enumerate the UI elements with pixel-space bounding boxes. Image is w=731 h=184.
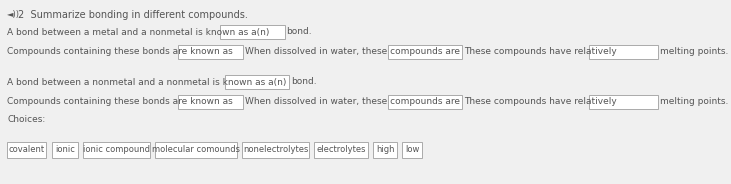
FancyBboxPatch shape xyxy=(178,95,243,109)
Text: When dissolved in water, these compounds are: When dissolved in water, these compounds… xyxy=(245,47,460,56)
Text: ionic: ionic xyxy=(55,146,75,155)
FancyBboxPatch shape xyxy=(220,25,285,39)
Text: nonelectrolytes: nonelectrolytes xyxy=(243,146,308,155)
FancyBboxPatch shape xyxy=(155,142,237,158)
Text: high: high xyxy=(376,146,394,155)
FancyBboxPatch shape xyxy=(178,45,243,59)
FancyBboxPatch shape xyxy=(589,45,658,59)
FancyBboxPatch shape xyxy=(224,75,289,89)
Text: A bond between a nonmetal and a nonmetal is known as a(n): A bond between a nonmetal and a nonmetal… xyxy=(7,77,287,86)
Text: melting points.: melting points. xyxy=(660,98,729,107)
Text: These compounds have relatively: These compounds have relatively xyxy=(464,47,617,56)
Text: A bond between a metal and a nonmetal is known as a(n): A bond between a metal and a nonmetal is… xyxy=(7,27,270,36)
FancyBboxPatch shape xyxy=(374,142,397,158)
Text: 2  Summarize bonding in different compounds.: 2 Summarize bonding in different compoun… xyxy=(18,10,249,20)
Text: bond.: bond. xyxy=(287,27,312,36)
FancyBboxPatch shape xyxy=(388,45,462,59)
FancyBboxPatch shape xyxy=(402,142,423,158)
Text: melting points.: melting points. xyxy=(660,47,729,56)
FancyBboxPatch shape xyxy=(388,95,462,109)
Text: molecular comounds: molecular comounds xyxy=(152,146,240,155)
Text: ionic compound: ionic compound xyxy=(83,146,150,155)
Text: electrolytes: electrolytes xyxy=(317,146,366,155)
Text: covalent: covalent xyxy=(9,146,45,155)
Text: ◄)): ◄)) xyxy=(7,10,20,19)
FancyBboxPatch shape xyxy=(7,142,46,158)
Text: Compounds containing these bonds are known as: Compounds containing these bonds are kno… xyxy=(7,98,233,107)
FancyBboxPatch shape xyxy=(242,142,308,158)
Text: When dissolved in water, these compounds are: When dissolved in water, these compounds… xyxy=(245,98,460,107)
FancyBboxPatch shape xyxy=(589,95,658,109)
Text: Compounds containing these bonds are known as: Compounds containing these bonds are kno… xyxy=(7,47,233,56)
FancyBboxPatch shape xyxy=(52,142,77,158)
Text: These compounds have relatively: These compounds have relatively xyxy=(464,98,617,107)
Text: bond.: bond. xyxy=(291,77,317,86)
FancyBboxPatch shape xyxy=(314,142,368,158)
Text: Choices:: Choices: xyxy=(7,116,45,125)
FancyBboxPatch shape xyxy=(83,142,150,158)
Text: low: low xyxy=(405,146,420,155)
